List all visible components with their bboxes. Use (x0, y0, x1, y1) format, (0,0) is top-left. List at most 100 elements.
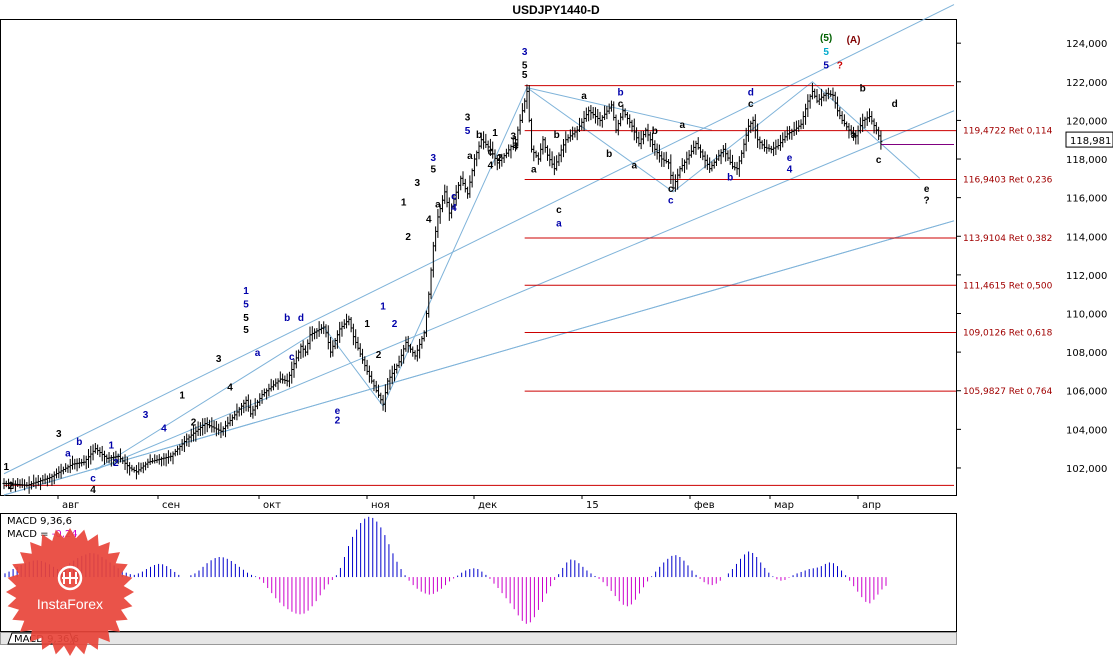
x-tick-label: фев (694, 500, 715, 511)
wave-label: d (748, 87, 754, 98)
y-tick-label: 112,000 (1066, 271, 1107, 282)
macd-legend-2: MACD = -0,24 (7, 529, 78, 540)
wave-label: d (892, 99, 898, 110)
wave-label: b (618, 87, 624, 98)
macd-legend-1: MACD 9,36,6 (7, 516, 72, 527)
wave-label: 3 (465, 112, 471, 123)
wave-label: 4 (488, 161, 494, 172)
wave-label: a (581, 91, 587, 102)
wave-label: 5 (522, 60, 528, 71)
current-price-label: 118,981 (1070, 136, 1111, 147)
wave-label: 1 (364, 319, 370, 330)
wave-label: b (606, 149, 612, 160)
wave-label: 5 (522, 70, 528, 81)
trend-line (3, 4, 955, 475)
wave-label: 3 (216, 354, 222, 365)
ohlc-bar (879, 130, 883, 150)
fib-label: 116,9403 Ret 0,236 (963, 175, 1053, 185)
wave-label: 2 (8, 481, 14, 492)
wave-label: b (554, 130, 560, 141)
wave-label: a (65, 448, 71, 459)
wave-label: a (255, 348, 261, 359)
wave-label: 3 (56, 429, 62, 440)
y-tick-label: 124,000 (1066, 39, 1107, 50)
x-tick-label: мар (774, 500, 794, 511)
fib-label: 119,4722 Ret 0,114 (963, 127, 1053, 137)
logo-icon (57, 565, 83, 591)
wave-label: (A) (847, 35, 861, 46)
wave-label: 5 (465, 126, 471, 137)
chart-title: USDJPY1440-D (512, 3, 600, 17)
wave-label: 1 (492, 128, 498, 139)
y-tick-label: 108,000 (1066, 348, 1107, 359)
x-tick-label: окт (263, 500, 281, 511)
wave-label: c (748, 99, 754, 110)
trend-line (526, 87, 713, 131)
wave-label: (5) (820, 33, 832, 44)
macd-panel-frame (0, 513, 957, 632)
wave-label: b (727, 172, 733, 183)
wave-label: b (652, 126, 658, 137)
y-tick-label: 122,000 (1066, 78, 1107, 89)
macd-legend-prefix: MACD = (7, 529, 52, 540)
x-tick-label: сен (162, 500, 180, 511)
y-tick-label: 104,000 (1066, 425, 1107, 436)
trend-line (95, 110, 955, 471)
wave-label: a (531, 165, 537, 176)
wave-label: c (668, 184, 674, 195)
y-tick-label: 102,000 (1066, 464, 1107, 475)
wave-label: ? (837, 60, 843, 71)
wave-label: 1 (380, 302, 386, 313)
wave-label: c (90, 473, 96, 484)
wave-label: 5 (431, 165, 437, 176)
wave-label: c (556, 205, 562, 216)
wave-label: a (435, 199, 441, 210)
wave-label: 2 (113, 458, 119, 469)
wave-label: 1 (109, 441, 115, 452)
wave-label: 1 (243, 286, 249, 297)
wave-label: 4 (451, 203, 457, 214)
wave-label: 1 (401, 197, 407, 208)
x-tick-label: авг (62, 500, 79, 511)
wave-label: a (467, 151, 473, 162)
wave-label: 3 (143, 410, 149, 421)
current-price-box (1065, 131, 1113, 148)
wave-label: c (289, 352, 295, 363)
wave-label: 2 (497, 153, 503, 164)
wave-label: 5 (243, 325, 249, 336)
x-tick-label: ноя (371, 500, 390, 511)
wave-label: 2 (191, 417, 197, 428)
wave-label: 4 (90, 485, 96, 496)
wave-label: c (451, 192, 457, 203)
macd-value: -0,24 (52, 529, 78, 540)
trend-line (3, 220, 955, 496)
wave-label: 2 (335, 416, 341, 427)
wave-label: c (618, 99, 624, 110)
y-tick-label: 110,000 (1066, 309, 1107, 320)
y-tick-label: 118,000 (1066, 155, 1107, 166)
wave-label: b (860, 83, 866, 94)
wave-label: 4 (161, 423, 167, 434)
fib-label: 111,4615 Ret 0,500 (963, 281, 1053, 291)
wave-label: d (298, 313, 304, 324)
fib-label: 113,9104 Ret 0,382 (963, 234, 1052, 244)
wave-label: 4 (513, 141, 519, 152)
fib-label: 109,0126 Ret 0,618 (963, 329, 1053, 339)
wave-label: c (488, 147, 494, 158)
y-tick-label: 116,000 (1066, 194, 1107, 205)
wave-label: b (476, 130, 482, 141)
wave-label: 4 (426, 215, 432, 226)
wave-label: b (76, 437, 82, 448)
wave-label: e (335, 406, 341, 417)
wave-label: 4 (227, 383, 233, 394)
wave-label: 2 (392, 319, 398, 330)
wave-label: 3 (431, 153, 437, 164)
price-plot-frame (0, 19, 957, 496)
wave-label: c (876, 155, 882, 166)
wave-label: 5 (243, 313, 249, 324)
instaforex-logo: InstaForex (6, 528, 134, 656)
wave-label: 2 (376, 350, 382, 361)
fib-label: 105,9827 Ret 0,764 (963, 387, 1053, 397)
wave-label: ? (924, 195, 930, 206)
